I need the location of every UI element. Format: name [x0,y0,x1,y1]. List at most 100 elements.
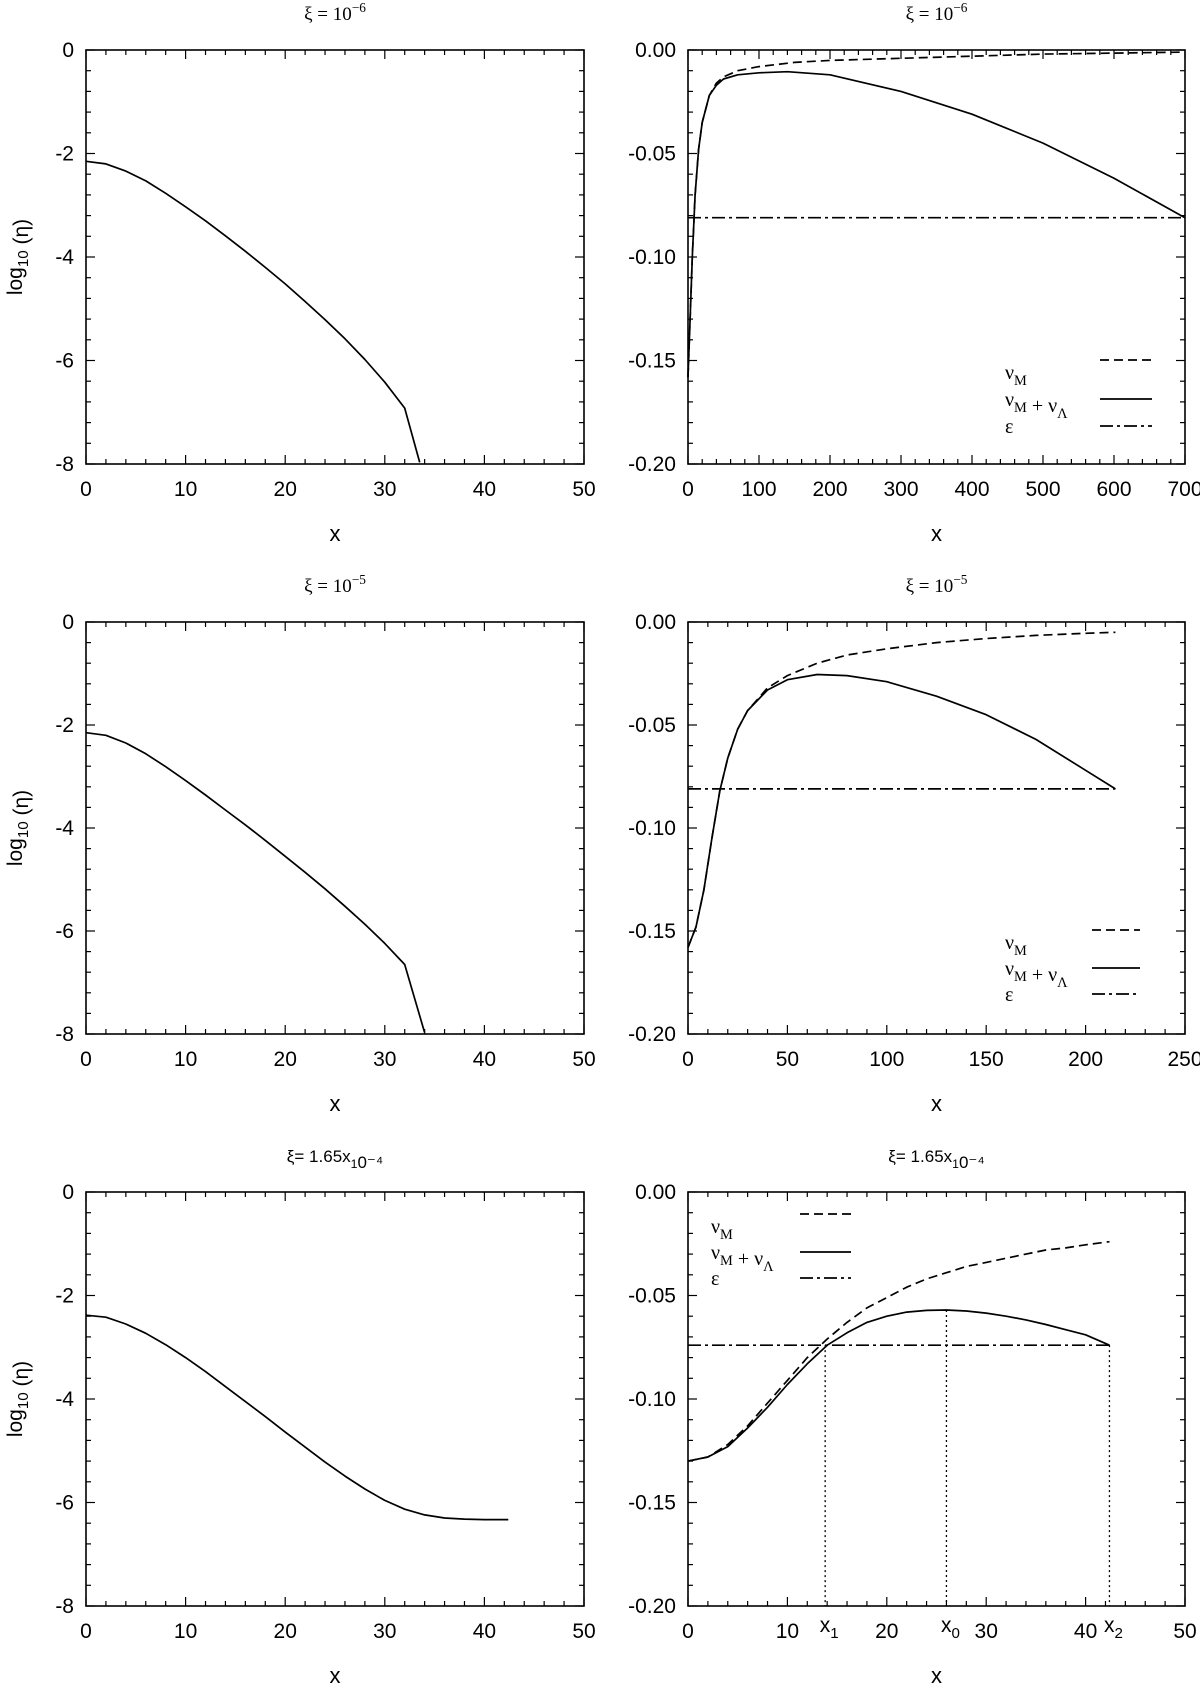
y-tick-label: -0.15 [628,350,676,373]
x-axis-label: x [330,1663,341,1688]
chart-title: ξ= 1.65x10⁻⁴ [287,1147,383,1172]
y-tick-label: -0.20 [628,1023,676,1046]
y-tick-label: -8 [55,1023,74,1046]
series-line-1 [687,1309,1110,1462]
legend-label: ε [1005,984,1013,1006]
panel-p3: 0 10 20 30 40 50 0 -2 -4 -6 -8 x log10 (η) ξ = 10−5 [4,572,596,1116]
x-tick-label: 10 [174,478,197,501]
legend-label: νM + νΛ [1005,958,1068,991]
legend-label: νM + νΛ [711,1242,774,1275]
plot-frame [687,621,1186,1035]
x-tick-label: 50 [572,1620,595,1643]
x-axis-label: x [330,521,341,546]
y-tick-label: -0.05 [628,1285,676,1308]
y-tick-label: -0.20 [628,1595,676,1618]
panel-p1: 0 10 20 30 40 50 0 -2 -4 -6 -8 x log10 (η) ξ = 10−6 [4,0,596,546]
y-tick-label: -4 [55,817,74,840]
x-tick-label: 200 [1068,1048,1103,1071]
x-tick-label: 40 [473,478,496,501]
x-tick-label: 10 [174,1620,197,1643]
series-line-0 [687,51,1186,378]
x-tick-label: 20 [274,1048,297,1071]
y-axis-label: log10 (η) [4,790,33,866]
legend-label: ε [1005,416,1013,438]
x-tick-label: 10 [776,1620,799,1643]
y-tick-label: -0.10 [628,1388,676,1411]
x-tick-label: 100 [869,1048,904,1071]
y-tick-label: -6 [55,1492,74,1515]
legend-label: νM [1005,932,1027,959]
x-tick-label: 400 [954,478,989,501]
marker-label: x2 [1104,1614,1123,1642]
x-axis-label: x [931,521,942,546]
chart-title: ξ = 10−6 [906,0,968,25]
y-tick-label: -8 [55,453,74,476]
series-line-0 [687,1240,1110,1462]
chart-title: ξ = 10−5 [304,572,366,597]
x-tick-label: 30 [373,1048,396,1071]
x-tick-label: 0 [80,1620,92,1643]
series-line-main [85,731,426,1033]
x-tick-label: 250 [1167,1048,1200,1071]
legend-label: νM + νΛ [1005,389,1068,422]
plot-frame [85,621,585,1035]
y-tick-label: 0.00 [635,1181,676,1204]
legend-label: νM [1005,362,1027,389]
y-axis-label: log10 (η) [4,1361,33,1437]
y-tick-label: 0.00 [635,39,676,62]
y-tick-label: -0.10 [628,817,676,840]
x-tick-label: 40 [473,1048,496,1071]
x-axis-label: x [931,1663,942,1688]
panel-p5: 0 10 20 30 40 50 0 -2 -4 -6 -8 x log10 (η) ξ= 1.65x10… [4,1147,596,1688]
y-tick-label: 0 [62,1181,74,1204]
y-axis-label: log10 (η) [4,219,33,295]
x-tick-label: 50 [572,1048,595,1071]
x-tick-label: 30 [975,1620,998,1643]
x-tick-label: 500 [1025,478,1060,501]
chart-title: ξ = 10−5 [906,572,968,597]
chart-title: ξ = 10−6 [304,0,366,25]
x-tick-label: 50 [776,1048,799,1071]
panel-p6: 0 10 20 30 40 50 0.00 -0.05 -0.10 -0.15 -0.20 x ξ= 1… [628,1147,1197,1688]
x-axis-label: x [931,1091,942,1116]
y-tick-label: -8 [55,1595,74,1618]
x-tick-label: 50 [1173,1620,1196,1643]
x-tick-label: 30 [373,478,396,501]
series-line-main [85,1314,509,1521]
y-tick-label: -2 [55,714,74,737]
plot-frame [687,49,1186,465]
plot-frame [85,49,585,465]
x-tick-label: 0 [80,1048,92,1071]
y-tick-label: -4 [55,246,74,269]
legend-label: νM [711,1216,733,1243]
y-tick-label: -2 [55,143,74,166]
marker-label: x0 [941,1614,960,1642]
y-tick-label: 0 [62,611,74,634]
y-tick-label: -0.20 [628,453,676,476]
plot-frame [85,1191,585,1607]
y-tick-label: -6 [55,350,74,373]
x-tick-label: 40 [473,1620,496,1643]
x-tick-label: 30 [373,1620,396,1643]
y-tick-label: 0 [62,39,74,62]
series-line-1 [687,673,1116,948]
y-tick-label: -0.15 [628,920,676,943]
chart-title: ξ= 1.65x10⁻⁴ [888,1147,984,1172]
series-line-1 [687,70,1186,378]
x-tick-label: 300 [883,478,918,501]
x-tick-label: 0 [682,1620,694,1643]
legend-label: ε [711,1268,719,1290]
x-tick-label: 20 [274,478,297,501]
x-tick-label: 200 [812,478,847,501]
marker-label: x1 [820,1614,839,1642]
series-line-main [85,160,421,463]
x-tick-label: 40 [1074,1620,1097,1643]
x-tick-label: 20 [274,1620,297,1643]
y-tick-label: -0.10 [628,246,676,269]
panel-p4: 0 50 100 150 200 250 0.00 -0.05 -0.10 -0.15 -0.20 x… [628,572,1200,1116]
y-tick-label: -0.05 [628,143,676,166]
